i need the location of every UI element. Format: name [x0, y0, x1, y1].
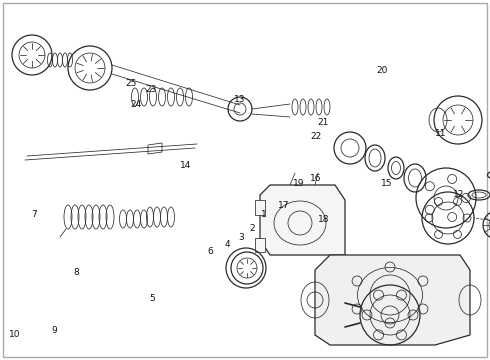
- Text: 24: 24: [131, 100, 142, 109]
- Text: 13: 13: [234, 94, 246, 104]
- Text: 10: 10: [9, 330, 21, 339]
- Text: 7: 7: [31, 210, 37, 219]
- Text: 15: 15: [381, 179, 393, 188]
- Text: 21: 21: [318, 118, 329, 127]
- Polygon shape: [315, 255, 470, 345]
- Text: 11: 11: [435, 129, 447, 138]
- Text: 4: 4: [225, 240, 231, 249]
- Text: 19: 19: [293, 179, 305, 188]
- Text: 20: 20: [376, 66, 388, 75]
- Text: 6: 6: [208, 247, 214, 256]
- Text: 23: 23: [145, 85, 157, 94]
- Polygon shape: [260, 185, 345, 255]
- Text: 5: 5: [149, 294, 155, 303]
- Text: 3: 3: [238, 233, 244, 242]
- Text: 9: 9: [51, 326, 57, 335]
- Polygon shape: [255, 200, 265, 215]
- Text: 1: 1: [261, 210, 267, 219]
- Text: 22: 22: [311, 132, 321, 141]
- Text: 25: 25: [125, 79, 137, 88]
- Text: 16: 16: [310, 174, 322, 183]
- Text: 14: 14: [179, 161, 191, 170]
- Text: 18: 18: [318, 215, 329, 224]
- Text: 8: 8: [73, 269, 79, 277]
- Polygon shape: [255, 238, 265, 252]
- Text: 12: 12: [452, 190, 464, 199]
- Text: 17: 17: [278, 201, 290, 210]
- Text: 2: 2: [249, 224, 255, 233]
